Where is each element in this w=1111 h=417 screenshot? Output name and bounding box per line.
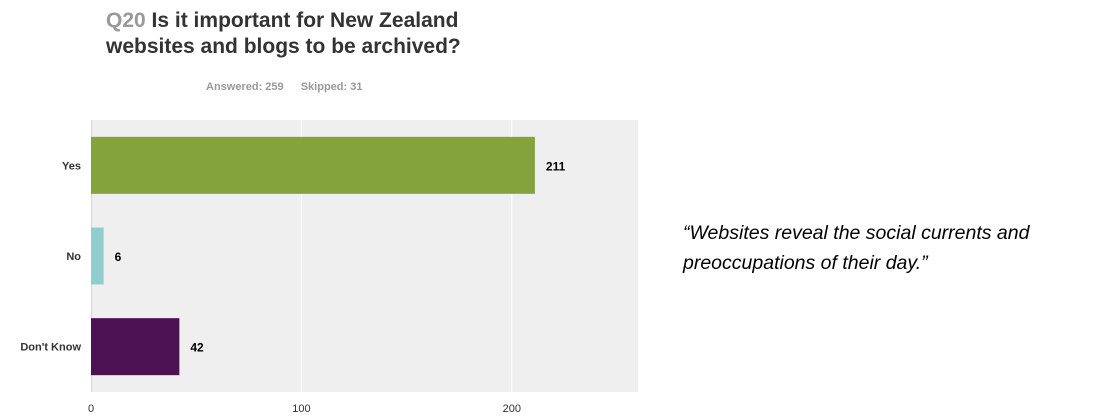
question-number: Q20 — [106, 9, 146, 32]
x-tick-label-1: 100 — [292, 403, 310, 415]
data-label-1: 6 — [115, 250, 122, 264]
chart-title: Q20 Is it important for New Zealand webs… — [106, 8, 546, 60]
data-label-2: 42 — [190, 341, 204, 355]
category-label-1: No — [66, 251, 81, 263]
bar-2 — [91, 318, 180, 376]
bar-0 — [91, 136, 535, 194]
x-tick-label-0: 0 — [88, 403, 94, 415]
quote-text: “Websites reveal the social currents and… — [683, 222, 1030, 274]
response-stats: Answered: 259 Skipped: 31 — [206, 81, 362, 93]
question-text: Is it important for New Zealand websites… — [106, 9, 461, 58]
bar-1 — [91, 227, 104, 285]
x-tick-label-2: 200 — [503, 403, 521, 415]
skipped-count: Skipped: 31 — [300, 81, 363, 93]
answered-count: Answered: 259 — [206, 81, 284, 93]
category-label-2: Don't Know — [20, 342, 81, 354]
data-label-0: 211 — [546, 159, 566, 173]
category-label-0: Yes — [62, 160, 81, 172]
